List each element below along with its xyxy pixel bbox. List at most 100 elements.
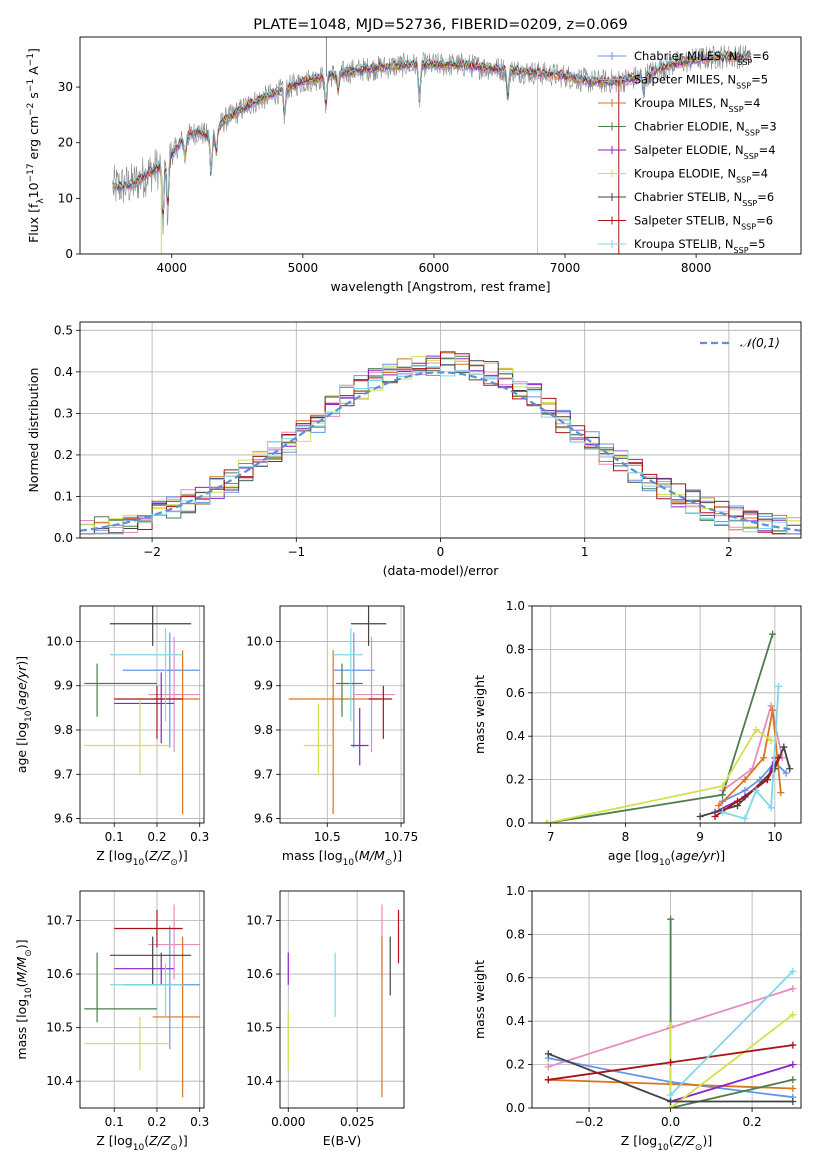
legend-nssp: =5	[751, 73, 768, 87]
y-tick-label: 0.6	[506, 971, 525, 985]
label-part: −17	[26, 163, 36, 182]
x-tick-label: 10.75	[384, 830, 418, 844]
legend-sub: SSP	[745, 128, 760, 137]
label-part: (	[354, 848, 359, 863]
weight-line-salpeter-elodie	[670, 1063, 794, 1103]
label-part: ]	[26, 48, 41, 53]
label-part: ⊙	[385, 858, 393, 868]
histogram-chabrier-elodie	[80, 355, 801, 535]
label-part: (data-model)/error	[383, 563, 500, 578]
y-tick-label: 9.9	[254, 679, 273, 693]
y-tick-label: 10.0	[46, 634, 73, 648]
weight-line-kroupa-elodie	[546, 728, 772, 823]
weight-marker	[756, 776, 764, 784]
legend-model: Salpeter MILES, N	[634, 73, 736, 87]
y-tick-label: 0.0	[54, 531, 73, 545]
x-axis-label: age [log10(age/yr)]	[608, 848, 725, 868]
y-tick-label: 9.7	[254, 767, 273, 781]
plot-area-mass_vs_Z	[84, 904, 200, 1098]
label-part: age [log	[14, 722, 29, 773]
x-tick-label: 7000	[550, 261, 581, 275]
label-part: )]	[14, 939, 29, 949]
y-tick-label: 10.7	[246, 913, 273, 927]
weight-marker	[667, 1104, 675, 1108]
y-axis-label: mass [log10(M/M⊙)]	[14, 939, 34, 1059]
y-tick-label: 0.0	[506, 1101, 525, 1115]
x-axis-label: Z [log10(Z/Z⊙)]	[621, 1133, 712, 1153]
axes-frame	[279, 605, 405, 824]
legend-sub: SSP	[744, 152, 759, 161]
label-part: ⊙	[24, 949, 34, 957]
weight-marker	[715, 802, 723, 810]
legend-model: Kroupa STELIB, N	[634, 237, 734, 251]
label-part: (	[14, 706, 29, 711]
residual-legend: 𝒩(0,1)	[700, 336, 780, 350]
y-tick-label: 10.5	[246, 1021, 273, 1035]
label-part: )]	[178, 1133, 188, 1148]
legend-label: Salpeter ELODIE, NSSP=4	[634, 143, 776, 161]
x-axis-label: (data-model)/error	[383, 563, 500, 578]
plot-area-age_vs_mass	[288, 606, 396, 815]
label-part: −1	[26, 79, 36, 92]
y-tick-label: 9.6	[54, 812, 73, 826]
label-part: 10	[343, 858, 355, 868]
weight-marker	[711, 812, 719, 820]
y-tick-label: 0.5	[54, 323, 73, 337]
label-part: age/yr	[14, 665, 29, 706]
label-part: Normed distribution	[26, 368, 41, 493]
weight-marker	[782, 769, 790, 777]
y-tick-label: 10.6	[46, 967, 73, 981]
histogram-salpeter-elodie	[80, 351, 801, 535]
x-tick-label: 0.1	[105, 1115, 124, 1129]
label-part: (	[669, 1133, 674, 1148]
plot-area-weight_vs_age	[543, 630, 794, 823]
y-tick-label: 0.2	[506, 773, 525, 787]
legend-model: Kroupa MILES, N	[634, 96, 729, 110]
x-axis-label: wavelength [Angstrom, rest frame]	[330, 279, 550, 294]
y-tick-label: 10.4	[46, 1074, 73, 1088]
y-tick-label: 0.8	[506, 642, 525, 656]
label-part: )]	[715, 848, 725, 863]
legend-model: Chabrier ELODIE, N	[634, 120, 745, 134]
legend-sub: SSP	[742, 199, 757, 208]
weight-marker	[789, 1061, 797, 1069]
x-tick-label: 0.3	[190, 830, 209, 844]
axes-spectrum: 4000 5000 6000 7000 8000 0 10 20 30 PLATE=1048, M…	[26, 17, 802, 294]
weight-marker	[780, 743, 788, 751]
y-tick-label: 1.0	[506, 599, 525, 613]
weight-marker	[775, 754, 783, 762]
label-part: mass weight	[472, 675, 487, 754]
y-axis-label: mass weight	[472, 675, 487, 754]
label-part: s	[26, 92, 41, 103]
legend-label: Chabrier MILES, NSSP=6	[634, 49, 769, 67]
figure-title: PLATE=1048, MJD=52736, FIBERID=0209, z=0…	[253, 17, 627, 33]
x-tick-label: 6000	[419, 261, 450, 275]
legend-nssp: =4	[759, 143, 776, 157]
x-tick-label: 10.5	[314, 830, 341, 844]
label-part: Z [log	[96, 1133, 132, 1148]
weight-marker	[767, 804, 775, 812]
legend-model: Chabrier MILES, N	[634, 49, 737, 63]
legend-label: Kroupa STELIB, NSSP=5	[634, 237, 765, 255]
label-part: (	[14, 982, 29, 987]
label-part: 10	[133, 1143, 145, 1153]
plot-area-mass_vs_ebv	[287, 904, 400, 1098]
legend-model: Kroupa ELODIE, N	[634, 167, 736, 181]
x-tick-label: 9	[696, 830, 704, 844]
label-part: M/M	[359, 848, 385, 863]
legend-nssp: =4	[744, 96, 761, 110]
histogram-chabrier-stelib	[80, 357, 801, 535]
y-tick-label: 10.5	[46, 1021, 73, 1035]
label-part: Z/Z	[148, 848, 171, 863]
x-tick-label: 8000	[681, 261, 712, 275]
label-part: Z/Z	[673, 1133, 696, 1148]
label-part: wavelength [Angstrom, rest frame]	[330, 279, 550, 294]
weight-marker	[789, 1097, 797, 1105]
axes-age_vs_mass: 10.5 10.75 9.6 9.7 9.8 9.9 10.0 mass [log10(M/M…	[246, 605, 418, 868]
x-tick-label: 0.025	[340, 1115, 374, 1129]
legend-sub: SSP	[736, 175, 751, 184]
label-part: )]	[392, 848, 402, 863]
weight-marker	[775, 682, 783, 690]
